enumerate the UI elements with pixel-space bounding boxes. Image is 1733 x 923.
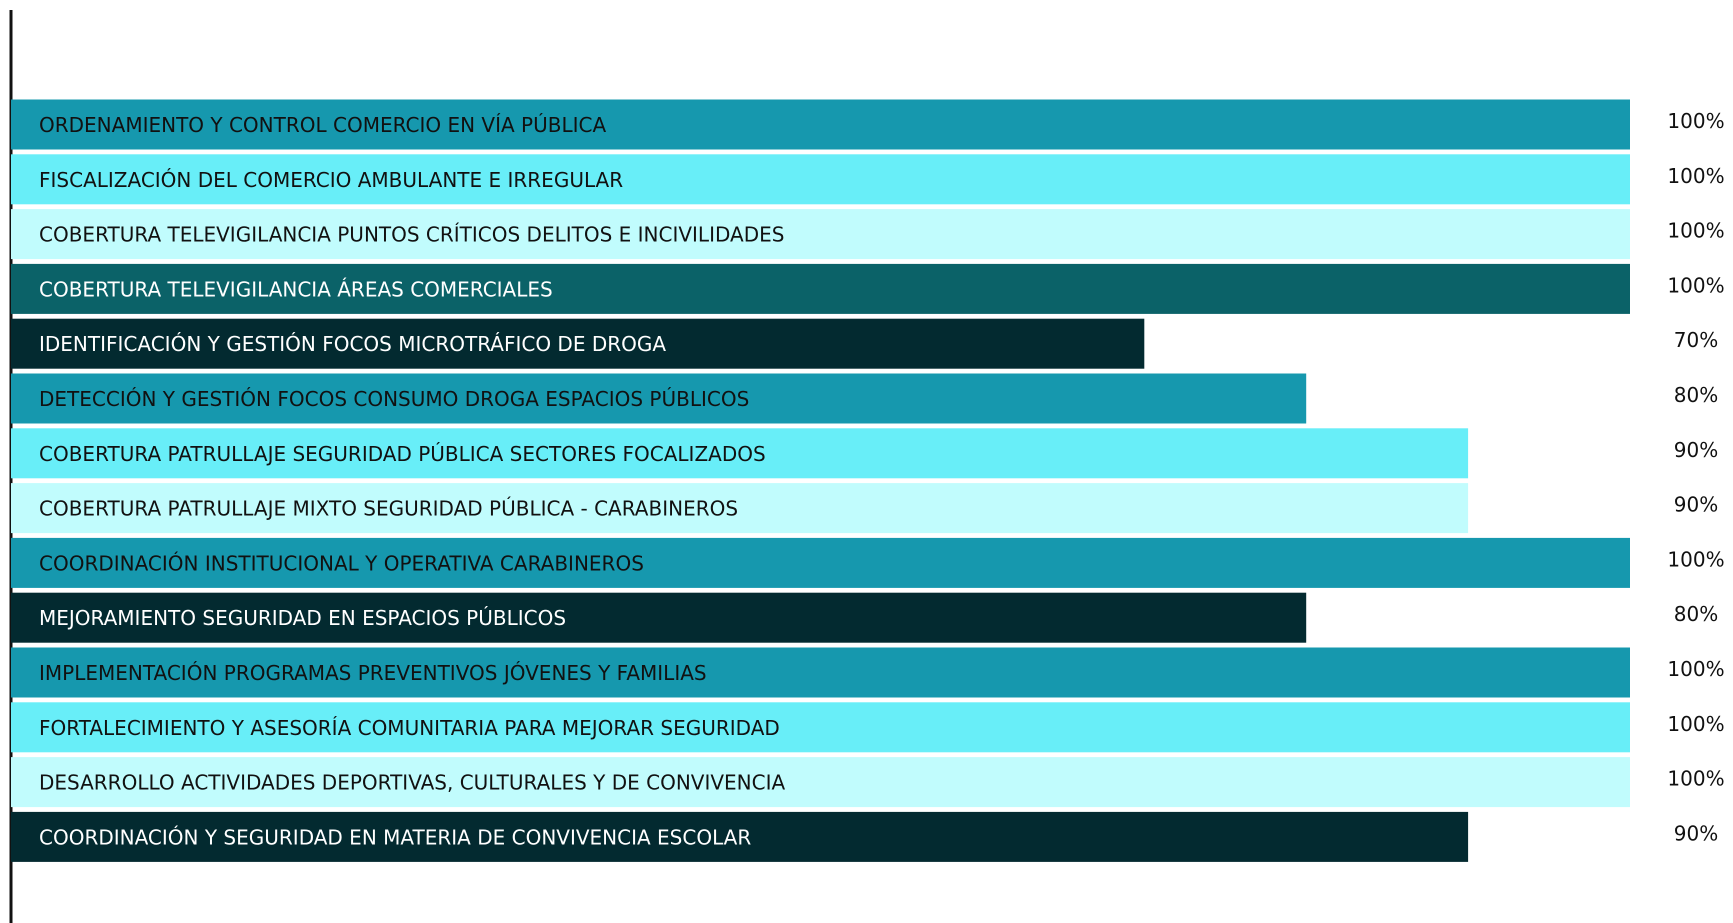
category-label: COORDINACIÓN INSTITUCIONAL Y OPERATIVA C… [39,551,644,575]
value-label: 100% [1667,657,1724,681]
category-label: MEJORAMIENTO SEGURIDAD EN ESPACIOS PÚBLI… [39,606,566,630]
category-label: COBERTURA PATRULLAJE SEGURIDAD PÚBLICA S… [39,442,766,466]
bar [11,811,1469,862]
bar [11,318,1145,369]
category-label: COBERTURA TELEVIGILANCIA PUNTOS CRÍTICOS… [39,223,784,247]
value-label: 100% [1667,712,1724,736]
bar [11,647,1630,698]
bar [11,428,1469,479]
bar [11,483,1469,534]
category-label: COORDINACIÓN Y SEGURIDAD EN MATERIA DE C… [39,825,751,849]
bar [11,154,1630,205]
value-label: 80% [1674,383,1718,407]
bar [11,757,1630,808]
category-label: IDENTIFICACIÓN Y GESTIÓN FOCOS MICROTRÁF… [39,332,666,356]
category-label: COBERTURA TELEVIGILANCIA ÁREAS COMERCIAL… [39,277,553,301]
bar [11,99,1630,150]
bar [11,537,1630,588]
category-label: COBERTURA PATRULLAJE MIXTO SEGURIDAD PÚB… [39,497,738,521]
value-label: 90% [1674,438,1718,462]
value-label: 100% [1667,109,1724,133]
bar [11,373,1307,424]
category-label: IMPLEMENTACIÓN PROGRAMAS PREVENTIVOS JÓV… [39,661,707,685]
category-label: FISCALIZACIÓN DEL COMERCIO AMBULANTE E I… [39,168,623,192]
category-label: FORTALECIMIENTO Y ASESORÍA COMUNITARIA P… [39,716,780,740]
value-label: 70% [1674,328,1718,352]
value-label: 90% [1674,821,1718,845]
category-label: DETECCIÓN Y GESTIÓN FOCOS CONSUMO DROGA … [39,387,749,411]
value-label: 100% [1667,273,1724,297]
value-label: 100% [1667,219,1724,243]
value-label: 100% [1667,547,1724,571]
bar [11,702,1630,753]
category-label: ORDENAMIENTO Y CONTROL COMERCIO EN VÍA P… [39,113,606,137]
bar [11,209,1630,260]
bar [11,263,1630,314]
bar [11,592,1307,643]
value-label: 80% [1674,602,1718,626]
value-label: 100% [1667,767,1724,791]
value-label: 90% [1674,493,1718,517]
category-label: DESARROLLO ACTIVIDADES DEPORTIVAS, CULTU… [39,771,786,795]
value-label: 100% [1667,164,1724,188]
